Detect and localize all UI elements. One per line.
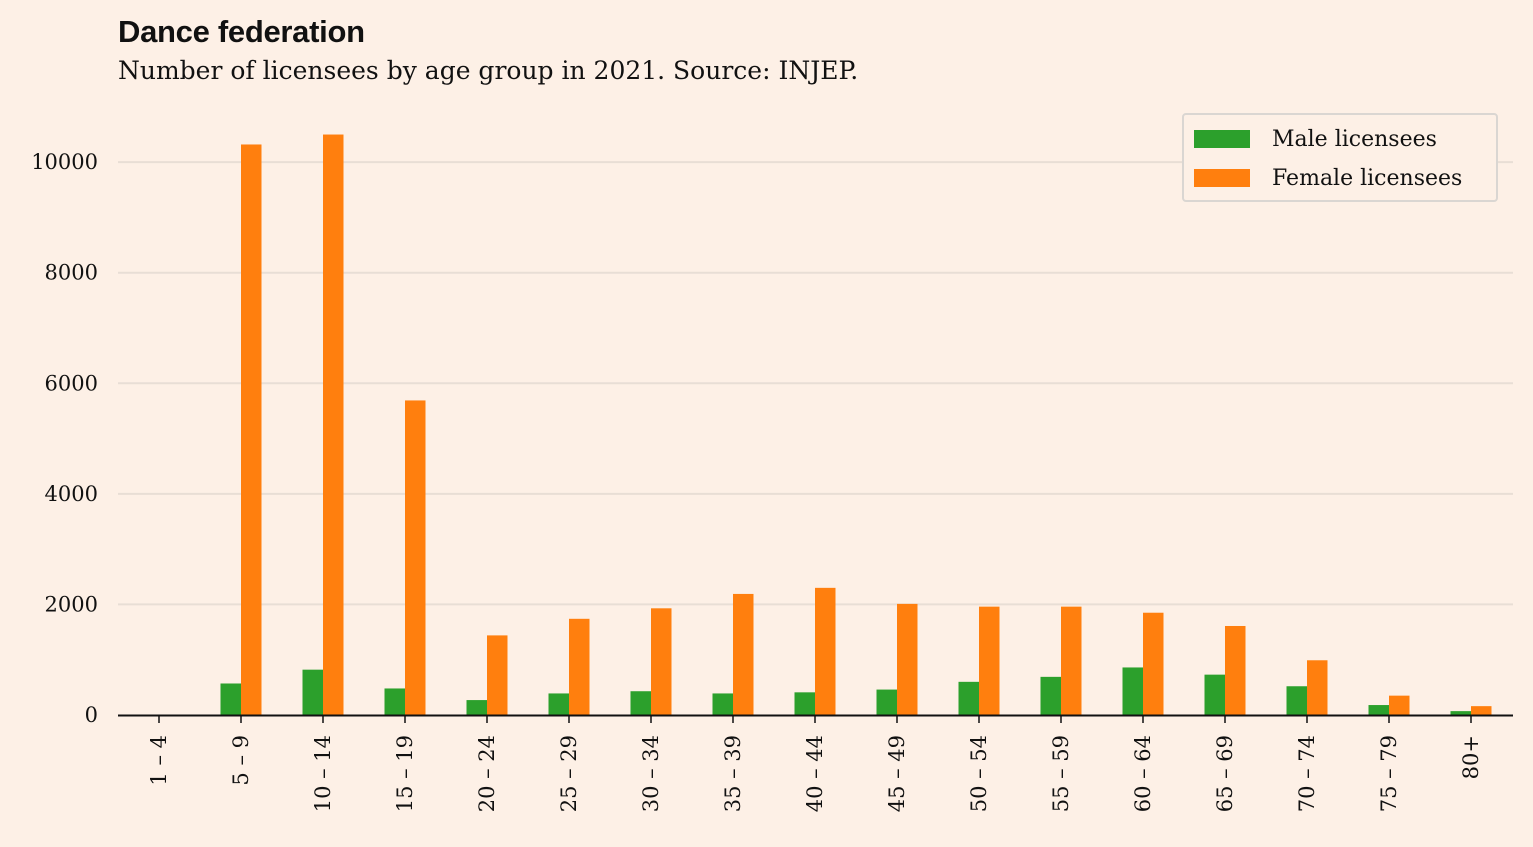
legend-swatch-female (1194, 169, 1250, 187)
bar-male (958, 681, 979, 715)
bar-male (1040, 676, 1061, 715)
bar-female (1471, 706, 1492, 715)
x-tick-label: 50 – 54 (967, 735, 991, 812)
bar-male (712, 693, 733, 715)
legend-swatch-male (1194, 130, 1250, 148)
legend-label-male: Male licensees (1272, 126, 1437, 152)
bar-female (815, 587, 836, 715)
legend-item-female: Female licensees (1194, 164, 1462, 192)
x-tick-label: 10 – 14 (311, 735, 335, 812)
bar-male (384, 688, 405, 715)
x-tick-label: 40 – 44 (803, 735, 827, 812)
bar-female (323, 134, 344, 715)
bar-male (466, 700, 487, 715)
bar-female (651, 608, 672, 715)
chart-subtitle: Number of licensees by age group in 2021… (118, 56, 859, 85)
x-tick-label: 75 – 79 (1377, 735, 1401, 812)
bar-female (241, 144, 262, 715)
x-tick-label: 15 – 19 (393, 735, 417, 812)
x-tick-label: 30 – 34 (639, 735, 663, 812)
axis-layer: 0 2000 4000 6000 8000 10000 1 – 4 5 – 9 10 – 14 1… (31, 150, 1513, 812)
bar-layer (220, 134, 1492, 715)
bar-male (794, 692, 815, 715)
y-tick-label: 4000 (45, 482, 98, 506)
bar-male (1204, 674, 1225, 715)
legend: Male licensees Female licensees (1182, 113, 1498, 202)
bar-female (1143, 612, 1164, 715)
y-tick-label: 6000 (45, 371, 98, 395)
bar-male (302, 669, 323, 715)
bar-female (1061, 606, 1082, 715)
y-tick-label: 0 (85, 703, 98, 727)
y-tick-label: 8000 (45, 261, 98, 285)
bar-female (405, 400, 426, 715)
chart-title: Dance federation (118, 14, 365, 49)
bar-female (1389, 695, 1410, 715)
x-tick-label: 35 – 39 (721, 735, 745, 812)
bar-male (1368, 705, 1389, 715)
bar-female (897, 603, 918, 715)
bar-male (876, 689, 897, 715)
y-tick-label: 2000 (45, 592, 98, 616)
legend-item-male: Male licensees (1194, 125, 1437, 153)
bar-female (1307, 660, 1328, 715)
x-tick-label: 55 – 59 (1049, 735, 1073, 812)
bar-male (548, 693, 569, 715)
legend-label-female: Female licensees (1272, 165, 1463, 191)
bar-male (220, 683, 241, 715)
bar-male (1286, 686, 1307, 715)
bar-male (1450, 711, 1471, 715)
bar-female (569, 618, 590, 715)
x-tick-label: 1 – 4 (147, 735, 171, 786)
bar-female (979, 606, 1000, 715)
bar-male (630, 691, 651, 715)
x-tick-label: 70 – 74 (1295, 735, 1319, 812)
x-tick-label: 25 – 29 (557, 735, 581, 812)
x-tick-label: 65 – 69 (1213, 735, 1237, 812)
x-tick-label: 60 – 64 (1131, 735, 1155, 812)
y-tick-label: 10000 (31, 150, 98, 174)
bar-female (487, 635, 508, 715)
bar-female (1225, 625, 1246, 715)
x-tick-label: 5 – 9 (229, 735, 253, 786)
bar-male (1122, 667, 1143, 715)
x-tick-label: 80+ (1459, 735, 1483, 779)
x-tick-label: 45 – 49 (885, 735, 909, 812)
bar-female (733, 593, 754, 715)
x-tick-label: 20 – 24 (475, 735, 499, 812)
